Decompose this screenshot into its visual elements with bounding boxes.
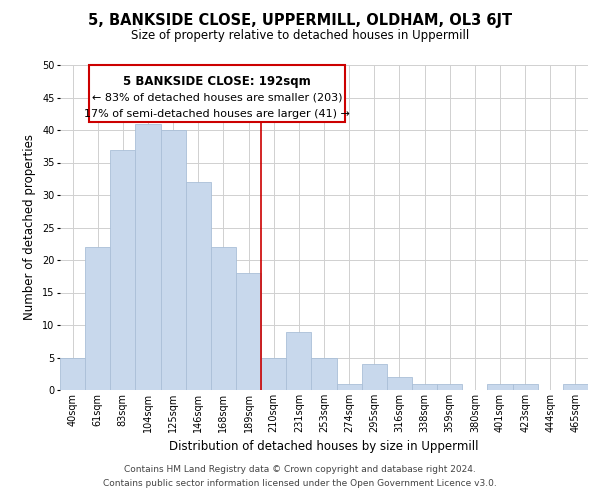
Text: Contains HM Land Registry data © Crown copyright and database right 2024.
Contai: Contains HM Land Registry data © Crown c… xyxy=(103,466,497,487)
Bar xyxy=(261,358,286,390)
Bar xyxy=(563,384,588,390)
FancyBboxPatch shape xyxy=(89,65,345,122)
Text: Size of property relative to detached houses in Uppermill: Size of property relative to detached ho… xyxy=(131,29,469,42)
Bar xyxy=(362,364,387,390)
Bar xyxy=(337,384,362,390)
Y-axis label: Number of detached properties: Number of detached properties xyxy=(23,134,37,320)
Bar xyxy=(487,384,512,390)
Bar xyxy=(85,247,110,390)
Bar xyxy=(437,384,462,390)
Bar xyxy=(236,273,261,390)
Bar xyxy=(60,358,85,390)
Bar xyxy=(136,124,161,390)
Bar xyxy=(412,384,437,390)
Bar xyxy=(311,358,337,390)
Text: 5, BANKSIDE CLOSE, UPPERMILL, OLDHAM, OL3 6JT: 5, BANKSIDE CLOSE, UPPERMILL, OLDHAM, OL… xyxy=(88,12,512,28)
Bar xyxy=(110,150,136,390)
Bar xyxy=(512,384,538,390)
Bar xyxy=(161,130,186,390)
Text: 5 BANKSIDE CLOSE: 192sqm: 5 BANKSIDE CLOSE: 192sqm xyxy=(123,75,311,88)
Bar xyxy=(186,182,211,390)
Bar xyxy=(211,247,236,390)
Bar xyxy=(387,377,412,390)
Text: ← 83% of detached houses are smaller (203): ← 83% of detached houses are smaller (20… xyxy=(92,92,343,102)
Bar xyxy=(286,332,311,390)
Text: 17% of semi-detached houses are larger (41) →: 17% of semi-detached houses are larger (… xyxy=(84,110,350,120)
X-axis label: Distribution of detached houses by size in Uppermill: Distribution of detached houses by size … xyxy=(169,440,479,454)
